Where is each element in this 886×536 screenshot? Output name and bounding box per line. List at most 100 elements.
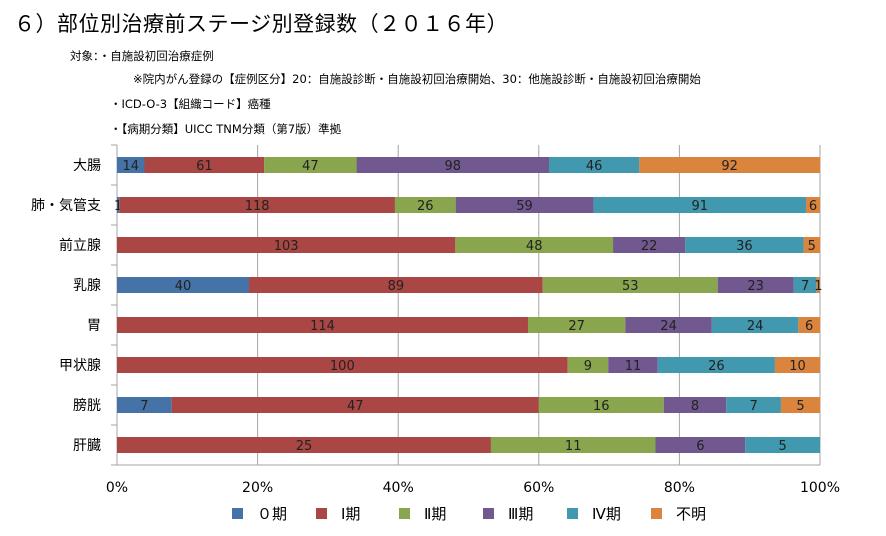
data-label: 23: [747, 279, 764, 294]
category-label: 大腸: [73, 158, 101, 174]
bar-segment-stage0: [117, 397, 172, 413]
data-label: 27: [568, 319, 585, 334]
legend-item-stage2: Ⅱ期: [399, 503, 446, 524]
legend-label-stage3: Ⅲ期: [508, 505, 534, 523]
data-label: 36: [736, 239, 753, 254]
bar-segment-stage3: [455, 197, 594, 213]
bar-segment-stage4: [657, 357, 775, 373]
data-label: 7: [749, 399, 757, 414]
bar-segment-stage4: [685, 237, 804, 253]
data-label: 1: [114, 199, 122, 214]
data-label: 92: [721, 159, 738, 174]
data-label: 118: [245, 199, 270, 214]
bar-segment-stage2: [567, 357, 609, 373]
category-label: 膀胱: [73, 397, 101, 414]
legend-item-unknown: 不明: [651, 503, 706, 524]
data-label: 5: [796, 399, 804, 414]
bar-segment-stage0: [117, 157, 145, 173]
data-label: 25: [296, 439, 313, 454]
note-icd: ・ICD-O-3【組織コード】癌種: [110, 97, 271, 111]
bar-segment-unknown: [816, 277, 820, 293]
data-label: 26: [708, 359, 725, 374]
category-label: 肝臓: [73, 438, 101, 454]
bar-segment-stage1: [117, 237, 456, 253]
bar-segment-stage4: [549, 157, 640, 173]
data-label: 5: [808, 239, 816, 254]
data-label: 9: [584, 359, 592, 374]
bar-segment-stage1: [171, 397, 539, 413]
x-tick-label: 20%: [242, 480, 273, 496]
legend-label-stage0: ０期: [257, 505, 288, 523]
data-label: 61: [196, 159, 213, 174]
legend-label-stage4: Ⅳ期: [592, 505, 621, 523]
data-label: 7: [801, 279, 809, 294]
bar-segment-stage2: [542, 277, 718, 293]
bar-segment-unknown: [639, 157, 820, 173]
bar-segment-stage2: [394, 197, 456, 213]
legend-swatch-stage0: [232, 508, 243, 519]
bar-segment-stage2: [527, 317, 626, 333]
data-label: 6: [809, 199, 817, 214]
data-label: 100: [330, 359, 355, 374]
bar-segment-stage2: [538, 397, 664, 413]
x-tick-label: 100%: [800, 480, 840, 496]
bar-segment-stage1: [249, 277, 543, 293]
note-staging: ・【病期分類】UICC TNM分類（第7版）準拠: [110, 122, 342, 136]
data-label: 7: [140, 399, 148, 414]
data-label: 26: [417, 199, 434, 214]
data-label: 48: [526, 239, 543, 254]
legend-item-stage1: Ⅰ期: [316, 503, 360, 524]
data-label: 46: [586, 159, 603, 174]
bar-segment-unknown: [798, 317, 820, 333]
legend-swatch-stage2: [399, 508, 410, 519]
bar-segment-unknown: [803, 237, 820, 253]
data-label: 16: [593, 399, 610, 414]
legend-swatch-stage4: [567, 508, 578, 519]
bar-segment-stage0: [117, 197, 120, 213]
legend-label-unknown: 不明: [676, 505, 707, 523]
legend-label-stage2: Ⅱ期: [424, 505, 447, 523]
bar-segment-unknown: [780, 397, 820, 413]
data-label: 40: [175, 279, 192, 294]
data-label: 8: [691, 399, 699, 414]
data-label: 114: [310, 319, 335, 334]
data-label: 5: [778, 439, 786, 454]
data-label: 47: [302, 159, 319, 174]
data-label: 89: [388, 279, 405, 294]
bar-segment-stage3: [625, 317, 712, 333]
bar-segment-stage3: [613, 237, 686, 253]
data-label: 22: [641, 239, 658, 254]
data-label: 47: [347, 399, 364, 414]
data-label: 24: [660, 319, 677, 334]
legend-label-stage1: Ⅰ期: [341, 505, 361, 523]
data-label: 24: [747, 319, 764, 334]
bar-segment-stage1: [117, 437, 491, 453]
page-title: ６）部位別治療前ステージ別登録数（２０１６年）: [14, 12, 509, 36]
bar-segment-stage3: [663, 397, 727, 413]
data-label: 103: [274, 239, 299, 254]
bar-segment-unknown: [774, 357, 820, 373]
bar-segment-stage4: [793, 277, 817, 293]
x-tick-label: 60%: [523, 480, 554, 496]
data-label: 98: [445, 159, 462, 174]
bar-segment-stage1: [117, 317, 528, 333]
bar-segment-stage3: [608, 357, 658, 373]
legend-swatch-stage3: [483, 508, 494, 519]
chart-legend: ０期 Ⅰ期 Ⅱ期 Ⅲ期 Ⅳ期 不明: [0, 503, 886, 527]
legend-swatch-stage1: [316, 508, 327, 519]
bar-segment-stage4: [726, 397, 781, 413]
category-label: 肺・気管支: [31, 198, 101, 214]
legend-item-stage0: ０期: [232, 503, 287, 524]
data-label: 6: [696, 439, 704, 454]
x-tick-label: 80%: [664, 480, 695, 496]
bar-segment-stage2: [264, 157, 357, 173]
bar-segment-stage3: [717, 277, 794, 293]
category-label: 乳腺: [73, 278, 101, 294]
legend-item-stage4: Ⅳ期: [567, 503, 621, 524]
bar-segment-stage2: [490, 437, 656, 453]
bar-segment-stage3: [356, 157, 550, 173]
data-label: 1: [814, 279, 822, 294]
legend-swatch-unknown: [651, 508, 662, 519]
data-label: 10: [789, 359, 806, 374]
